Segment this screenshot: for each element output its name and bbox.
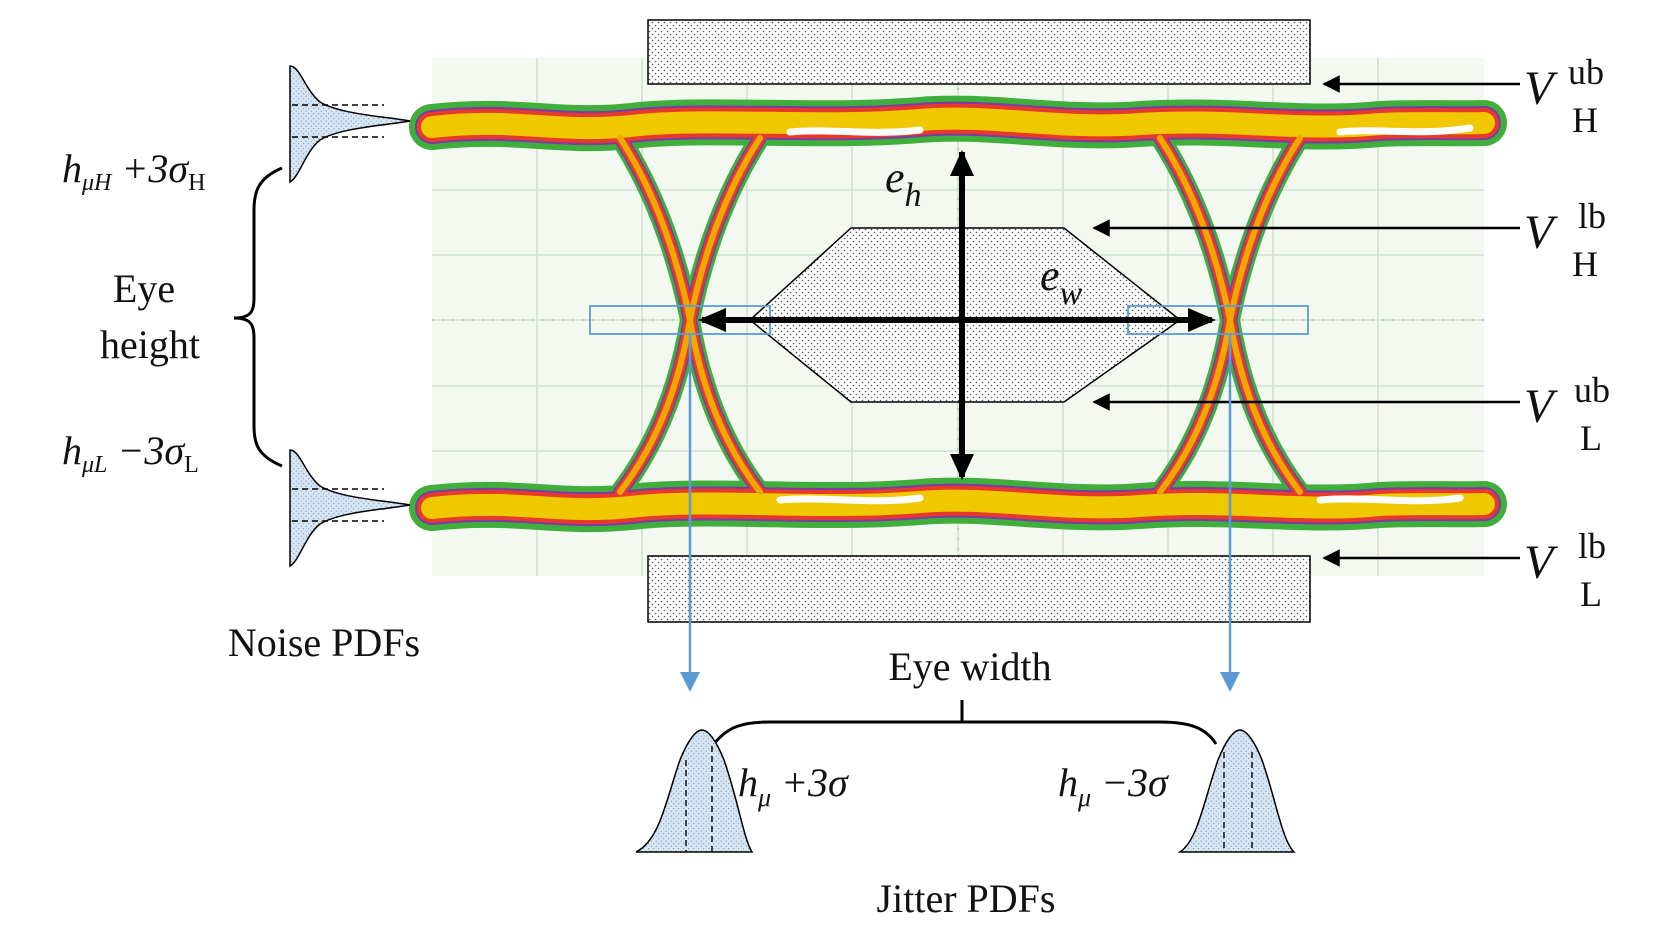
voltage-label-vh-lb: V lb H xyxy=(1524,196,1606,284)
ew-label: ew xyxy=(1040,251,1083,312)
svg-text:V: V xyxy=(1524,206,1558,259)
noise-lower-label: hμL −3σL xyxy=(62,428,199,478)
svg-text:V: V xyxy=(1524,380,1558,433)
svg-text:lb: lb xyxy=(1578,526,1606,566)
trace-core-yellow xyxy=(421,107,1495,521)
jitter-right-label: hμ −3σ xyxy=(1058,760,1169,812)
svg-text:V: V xyxy=(1524,62,1558,115)
noise-upper-label: hμH +3σH xyxy=(62,146,205,196)
voltage-label-vl-ub: V ub L xyxy=(1524,370,1610,458)
svg-text:V: V xyxy=(1524,536,1558,589)
eh-label: eh xyxy=(885,153,922,214)
jitter-pdf-right xyxy=(1177,729,1296,853)
voltage-label-vh-ub: V ub H xyxy=(1524,52,1604,140)
svg-text:ub: ub xyxy=(1574,370,1610,410)
svg-text:H: H xyxy=(1572,244,1598,284)
jitter-pdf-left xyxy=(635,729,754,853)
jitter-guides xyxy=(680,334,1240,692)
voltage-arrows xyxy=(1092,75,1520,567)
svg-text:L: L xyxy=(1580,418,1602,458)
eye-height-label-line1: Eye xyxy=(113,266,175,311)
eye-height-arrow xyxy=(950,150,974,480)
eye-traces xyxy=(409,95,1507,533)
eye-width-label: Eye width xyxy=(888,644,1051,689)
upper-mask-box xyxy=(647,19,1311,85)
voltage-label-vl-lb: V lb L xyxy=(1524,526,1606,614)
jitter-left-label: hμ +3σ xyxy=(738,760,849,812)
svg-text:H: H xyxy=(1572,100,1598,140)
noise-pdf-lower xyxy=(289,449,411,568)
eye-width-brace xyxy=(712,700,1218,745)
eye-width-arrow xyxy=(698,308,1216,332)
noise-pdf-upper xyxy=(289,65,411,184)
svg-text:ub: ub xyxy=(1568,52,1604,92)
eye-height-label-line2: height xyxy=(100,322,200,367)
svg-text:L: L xyxy=(1580,574,1602,614)
lower-mask-box xyxy=(647,555,1311,623)
jitter-pdfs-caption: Jitter PDFs xyxy=(877,876,1056,921)
eye-height-brace xyxy=(233,166,283,468)
svg-text:lb: lb xyxy=(1578,196,1606,236)
noise-pdfs-caption: Noise PDFs xyxy=(228,620,420,665)
